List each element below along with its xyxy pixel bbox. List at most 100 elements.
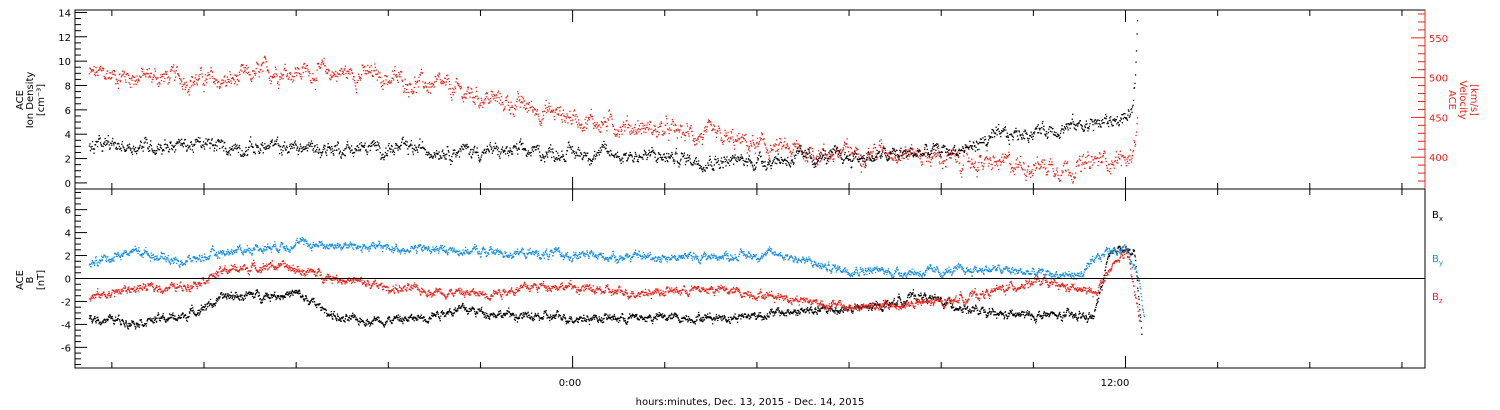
velocity-point	[199, 73, 201, 76]
velocity-point	[1073, 176, 1075, 178]
velocity-point	[237, 79, 240, 81]
velocity-point	[119, 81, 121, 83]
velocity-point	[571, 119, 574, 121]
velocity-point	[984, 157, 987, 159]
bx-point	[288, 291, 290, 293]
velocity-point	[1022, 169, 1024, 171]
velocity-point	[668, 139, 670, 141]
velocity-point	[873, 143, 876, 146]
density-point	[1006, 132, 1008, 134]
velocity-point	[1086, 162, 1088, 164]
density-point	[518, 147, 520, 149]
density-point	[1116, 116, 1118, 118]
velocity-point	[554, 118, 556, 121]
velocity-point	[613, 128, 616, 130]
density-point	[1050, 126, 1053, 129]
bx-point	[374, 317, 376, 319]
velocity-point	[330, 79, 332, 81]
velocity-point	[664, 131, 666, 133]
velocity-point	[422, 86, 425, 88]
density-point	[1005, 135, 1007, 138]
velocity-point	[988, 158, 991, 160]
velocity-point	[95, 71, 98, 74]
velocity-point	[138, 80, 140, 82]
density-point	[312, 149, 314, 151]
density-point	[764, 161, 766, 163]
density-point	[1031, 136, 1033, 138]
velocity-point	[429, 83, 431, 85]
bx-point	[438, 316, 440, 318]
density-point	[738, 160, 740, 162]
velocity-point	[273, 75, 276, 78]
velocity-point	[482, 101, 484, 103]
bx-point	[273, 293, 276, 295]
velocity-point	[1115, 151, 1117, 153]
density-point	[679, 164, 681, 166]
density-point	[399, 146, 401, 148]
velocity-point	[839, 149, 841, 151]
density-point	[402, 136, 404, 138]
bx-point	[234, 292, 237, 294]
density-point	[849, 158, 851, 161]
velocity-point	[313, 78, 315, 80]
velocity-point	[95, 67, 97, 69]
velocity-point	[907, 158, 909, 160]
velocity-point	[318, 66, 321, 68]
velocity-point	[402, 80, 404, 82]
bx-point	[163, 316, 165, 318]
density-point	[347, 144, 349, 146]
velocity-point	[986, 157, 989, 160]
density-point	[741, 157, 743, 160]
velocity-point	[92, 70, 95, 72]
velocity-point	[732, 128, 734, 131]
bx-point	[334, 315, 336, 317]
bx-point	[163, 318, 165, 320]
density-point	[742, 159, 744, 162]
velocity-point	[214, 78, 216, 80]
density-point	[444, 158, 446, 160]
velocity-point	[868, 152, 871, 154]
density-point	[550, 144, 552, 146]
velocity-point	[909, 154, 911, 156]
bx-point	[99, 321, 101, 323]
velocity-point	[798, 146, 800, 148]
density-point	[856, 153, 858, 155]
velocity-point	[687, 130, 689, 133]
velocity-point	[534, 114, 536, 116]
density-point	[799, 147, 802, 149]
bx-point	[336, 313, 339, 315]
velocity-point	[447, 78, 449, 80]
velocity-point	[93, 73, 96, 76]
velocity-point	[633, 126, 635, 129]
velocity-point	[533, 108, 536, 110]
velocity-point	[399, 76, 401, 78]
density-point	[587, 152, 589, 154]
velocity-point	[201, 76, 204, 78]
velocity-point	[1033, 164, 1035, 166]
bx-point	[368, 322, 370, 324]
velocity-point	[395, 74, 397, 76]
density-point	[644, 153, 647, 155]
velocity-point	[379, 72, 381, 74]
bx-point	[116, 319, 118, 321]
bx-point	[227, 293, 229, 295]
velocity-point	[462, 96, 464, 98]
bx-point	[218, 296, 220, 298]
density-point	[689, 161, 692, 164]
density-point	[386, 155, 389, 157]
velocity-point	[648, 124, 651, 126]
density-point	[1081, 125, 1083, 127]
density-point	[977, 143, 980, 145]
velocity-point	[363, 69, 365, 72]
density-point	[936, 143, 938, 145]
density-point	[509, 151, 511, 153]
bx-point	[304, 299, 306, 301]
velocity-point	[994, 165, 996, 167]
bx-point	[230, 291, 232, 293]
velocity-point	[168, 81, 170, 83]
density-point	[401, 141, 403, 143]
velocity-point	[492, 98, 495, 100]
bx-point	[393, 318, 395, 320]
density-point	[290, 143, 292, 145]
velocity-point	[813, 158, 815, 160]
